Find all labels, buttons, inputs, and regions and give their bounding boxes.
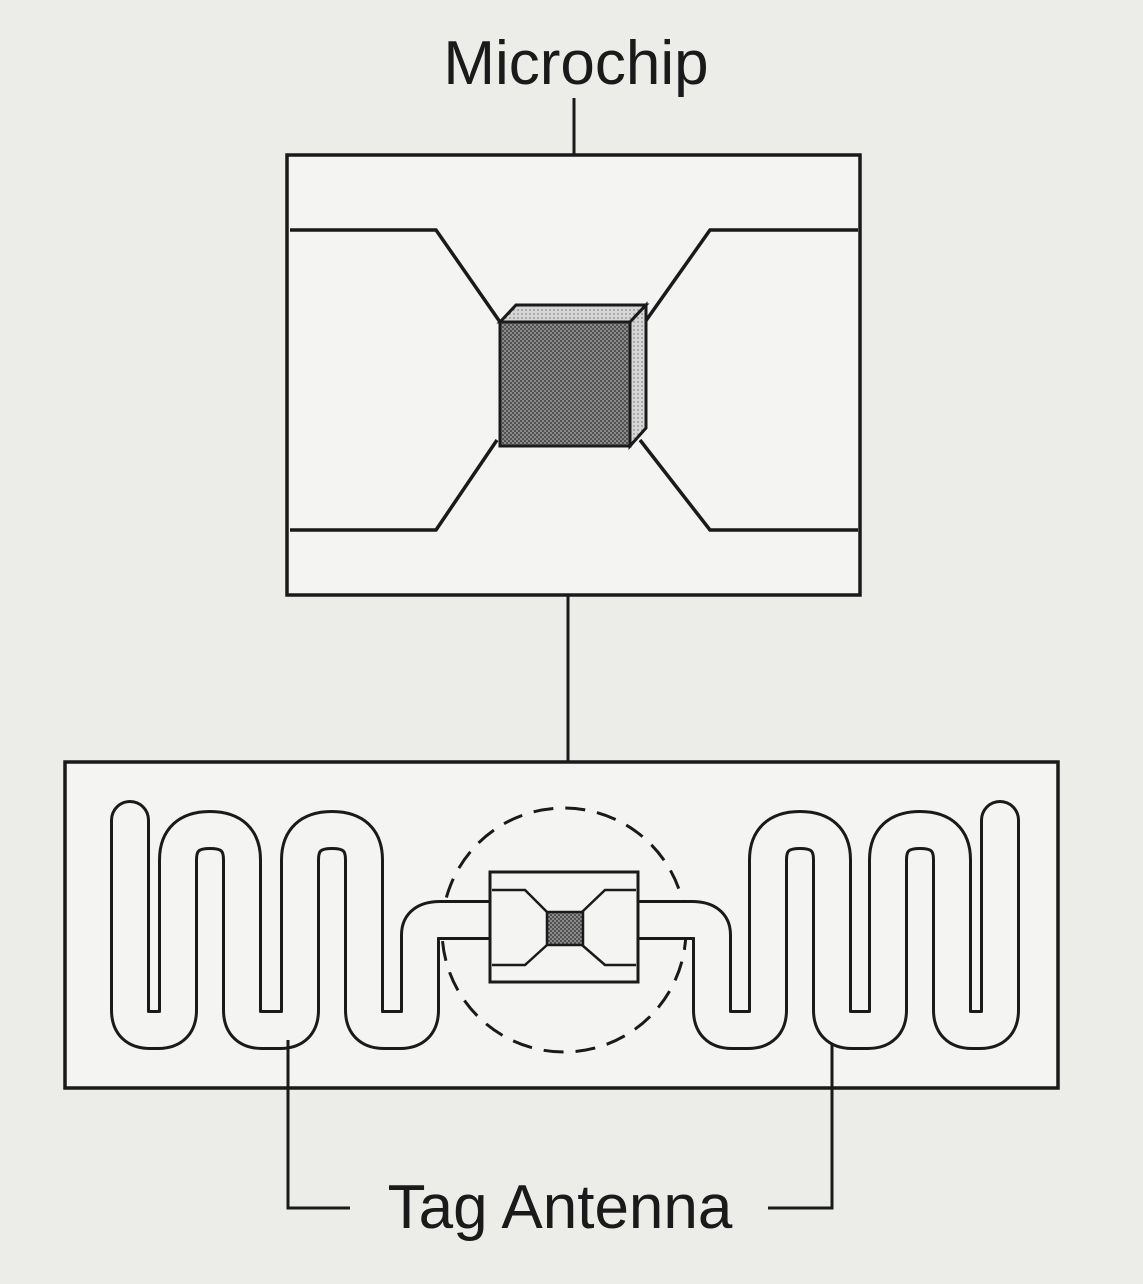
tag-antenna-leader-right <box>768 1045 834 1210</box>
tag-antenna-left <box>110 800 512 1050</box>
tag-antenna-right <box>618 800 1020 1050</box>
tag-antenna-leader-left <box>286 1040 350 1210</box>
microchip-label: Microchip <box>443 29 708 98</box>
microchip-block <box>496 301 650 450</box>
tag-antenna-label: Tag Antenna <box>388 1173 733 1242</box>
tag-chip-module <box>488 870 640 984</box>
